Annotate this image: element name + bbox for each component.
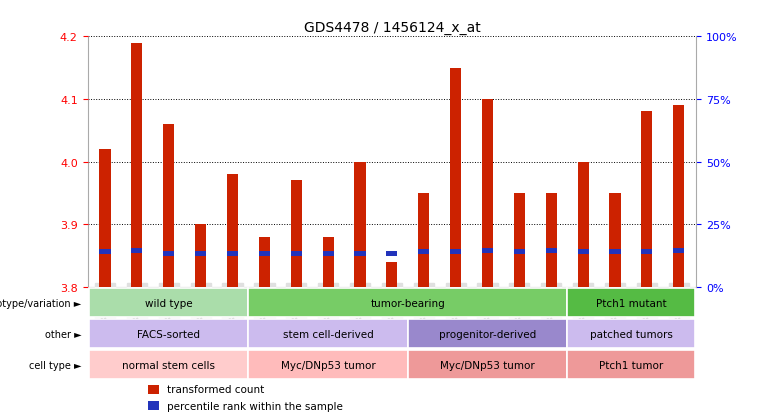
Bar bbox=[148, 401, 159, 411]
Bar bbox=[408, 351, 567, 379]
Bar bbox=[89, 351, 249, 379]
Bar bbox=[259, 251, 270, 256]
Bar bbox=[249, 351, 408, 379]
Text: cell type ►: cell type ► bbox=[29, 360, 81, 370]
Bar bbox=[227, 175, 238, 287]
Bar bbox=[482, 249, 493, 254]
Text: transformed count: transformed count bbox=[167, 385, 264, 394]
Bar bbox=[259, 237, 270, 287]
Bar bbox=[673, 106, 684, 287]
Text: genotype/variation ►: genotype/variation ► bbox=[0, 298, 81, 308]
Bar bbox=[408, 320, 567, 348]
Text: Ptch1 tumor: Ptch1 tumor bbox=[599, 360, 663, 370]
Text: Myc/DNp53 tumor: Myc/DNp53 tumor bbox=[281, 360, 375, 370]
Bar bbox=[419, 194, 429, 287]
Bar bbox=[642, 250, 652, 255]
Bar bbox=[419, 250, 429, 255]
Bar bbox=[195, 225, 206, 287]
Bar bbox=[195, 251, 206, 256]
Bar bbox=[100, 250, 110, 255]
Bar bbox=[387, 262, 397, 287]
Bar bbox=[132, 249, 142, 254]
Bar bbox=[291, 181, 302, 287]
Text: progenitor-derived: progenitor-derived bbox=[439, 329, 537, 339]
Bar bbox=[673, 249, 684, 254]
Bar bbox=[514, 194, 525, 287]
Bar bbox=[89, 289, 249, 317]
Text: Ptch1 mutant: Ptch1 mutant bbox=[596, 298, 667, 308]
Text: other ►: other ► bbox=[45, 329, 81, 339]
Bar bbox=[249, 320, 408, 348]
Bar bbox=[546, 249, 557, 254]
Bar bbox=[610, 250, 621, 255]
Bar bbox=[249, 289, 567, 317]
Bar bbox=[450, 69, 461, 287]
Text: stem cell-derived: stem cell-derived bbox=[283, 329, 374, 339]
Text: tumor-bearing: tumor-bearing bbox=[371, 298, 445, 308]
Text: patched tumors: patched tumors bbox=[590, 329, 673, 339]
Text: normal stem cells: normal stem cells bbox=[123, 360, 215, 370]
Bar bbox=[148, 385, 159, 394]
Bar bbox=[567, 320, 695, 348]
Bar bbox=[163, 251, 174, 256]
Bar bbox=[323, 237, 334, 287]
Bar bbox=[578, 162, 589, 287]
Bar bbox=[642, 112, 652, 287]
Bar bbox=[291, 251, 302, 256]
Bar bbox=[567, 351, 695, 379]
Text: percentile rank within the sample: percentile rank within the sample bbox=[167, 401, 342, 411]
Bar bbox=[482, 100, 493, 287]
Bar bbox=[546, 194, 557, 287]
Bar bbox=[578, 249, 589, 254]
Text: wild type: wild type bbox=[145, 298, 193, 308]
Text: FACS-sorted: FACS-sorted bbox=[137, 329, 200, 339]
Bar bbox=[387, 251, 397, 256]
Bar bbox=[610, 194, 621, 287]
Bar bbox=[323, 251, 334, 256]
Bar bbox=[567, 289, 695, 317]
Bar bbox=[89, 320, 249, 348]
Bar bbox=[355, 251, 365, 256]
Bar bbox=[355, 162, 365, 287]
Bar bbox=[450, 250, 461, 255]
Title: GDS4478 / 1456124_x_at: GDS4478 / 1456124_x_at bbox=[304, 21, 480, 35]
Bar bbox=[132, 43, 142, 287]
Text: Myc/DNp53 tumor: Myc/DNp53 tumor bbox=[440, 360, 535, 370]
Bar bbox=[100, 150, 110, 287]
Bar bbox=[227, 251, 238, 256]
Bar bbox=[163, 125, 174, 287]
Bar bbox=[514, 250, 525, 255]
